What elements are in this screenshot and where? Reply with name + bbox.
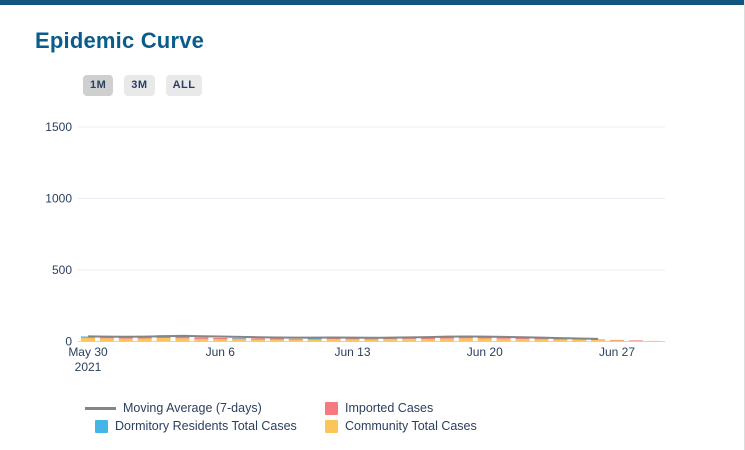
bar-segment-community xyxy=(307,339,322,342)
legend-item-moving-average[interactable]: Moving Average (7-days) xyxy=(85,400,262,416)
x-tick-label: May 30 xyxy=(68,345,108,359)
bar-segment-community xyxy=(421,339,436,342)
chart-legend: Moving Average (7-days) Imported Cases D… xyxy=(0,398,744,438)
bar-segment-community xyxy=(647,340,662,342)
bar-segment-imported xyxy=(345,338,360,340)
bar-segment-imported xyxy=(458,336,473,339)
bar-segment-imported xyxy=(118,337,133,339)
bar-segment-community xyxy=(439,338,454,342)
bar-segment-community xyxy=(213,339,228,342)
bar-segment-community xyxy=(137,338,152,342)
bar-segment-community xyxy=(194,338,209,342)
x-tick-label: Jun 6 xyxy=(206,345,236,359)
bar-segment-dormitory xyxy=(307,338,322,339)
legend-item-community-cases[interactable]: Community Total Cases xyxy=(325,418,477,434)
bar-segment-community xyxy=(99,338,114,342)
bar-segment-community xyxy=(458,338,473,342)
bar-segment-community xyxy=(288,339,303,342)
bar-segment-dormitory xyxy=(232,338,247,339)
y-tick-label: 1500 xyxy=(45,120,72,134)
bar-segment-community xyxy=(232,339,247,342)
bar-segment-community xyxy=(175,338,190,342)
x-tick-label: Jun 20 xyxy=(467,345,503,359)
bar-segment-community xyxy=(572,339,587,342)
bar-segment-imported xyxy=(421,337,436,340)
bar-segment-imported xyxy=(232,338,247,340)
bar-segment-imported xyxy=(515,338,530,340)
bar-segment-community xyxy=(553,339,568,342)
moving-average-line-marker xyxy=(85,406,116,410)
bar-segment-community xyxy=(251,339,266,342)
bar-segment-community xyxy=(118,338,133,342)
bar-segment-imported xyxy=(213,337,228,340)
bar-segment-community xyxy=(269,339,284,342)
bar-segment-imported xyxy=(137,336,152,339)
legend-label: Community Total Cases xyxy=(345,419,477,433)
community-cases-square-marker xyxy=(325,419,338,433)
bar-segment-imported xyxy=(383,338,398,340)
y-tick-label: 1000 xyxy=(45,192,72,206)
bar-segment-imported xyxy=(326,338,341,340)
dormitory-cases-square-marker xyxy=(95,419,108,433)
bar-segment-imported xyxy=(288,338,303,340)
bar-segment-imported xyxy=(553,338,568,340)
range-button-all[interactable]: ALL xyxy=(165,75,203,96)
bar-segment-community xyxy=(383,339,398,342)
imported-cases-square-marker xyxy=(325,401,338,415)
bar-segment-community xyxy=(402,338,417,342)
range-selector: 1M 3M ALL xyxy=(83,75,203,96)
bar-segment-imported xyxy=(591,339,606,340)
bar-segment-community xyxy=(345,339,360,342)
range-button-1m[interactable]: 1M xyxy=(83,75,114,96)
bar-segment-community xyxy=(156,338,171,342)
bar-segment-community xyxy=(610,340,624,342)
bar-segment-community xyxy=(534,339,549,342)
bar-segment-community xyxy=(326,339,341,342)
bar-segment-community xyxy=(81,337,95,342)
moving-average-line xyxy=(87,334,599,340)
x-tick-label: Jun 13 xyxy=(334,345,370,359)
bar-segment-imported xyxy=(364,338,379,340)
bar-segment-community xyxy=(477,338,492,342)
legend-label: Imported Cases xyxy=(345,401,434,415)
bar-segment-community xyxy=(591,339,606,342)
bar-segment-imported xyxy=(307,338,322,340)
y-tick-label: 500 xyxy=(52,263,72,277)
legend-label: Moving Average (7-days) xyxy=(123,401,262,415)
x-tick-label: Jun 27 xyxy=(599,345,635,359)
bar-segment-imported xyxy=(194,337,209,339)
range-button-3m[interactable]: 3M xyxy=(124,75,155,96)
bar-segment-imported xyxy=(496,337,511,339)
bar-segment-imported xyxy=(477,337,492,339)
x-tick-year-label: 2021 xyxy=(75,360,102,374)
bar-segment-imported xyxy=(439,337,454,339)
bar-segment-imported xyxy=(251,338,266,340)
bar-segment-imported xyxy=(610,339,624,341)
bar-segment-community xyxy=(515,339,530,342)
page-title: Epidemic Curve xyxy=(35,28,205,53)
bar-segment-community xyxy=(364,339,379,342)
bar-segment-imported xyxy=(628,340,643,341)
legend-label: Dormitory Residents Total Cases xyxy=(115,419,297,433)
bar-segment-community xyxy=(628,340,643,342)
bar-segment-imported xyxy=(99,337,114,339)
bar-segment-imported xyxy=(269,338,284,340)
legend-item-dormitory-cases[interactable]: Dormitory Residents Total Cases xyxy=(95,418,297,434)
legend-item-imported-cases[interactable]: Imported Cases xyxy=(325,400,433,416)
y-tick-label: 0 xyxy=(65,335,72,349)
bar-segment-imported xyxy=(534,338,549,340)
bar-segment-community xyxy=(496,338,511,342)
top-accent-bar xyxy=(0,0,744,5)
